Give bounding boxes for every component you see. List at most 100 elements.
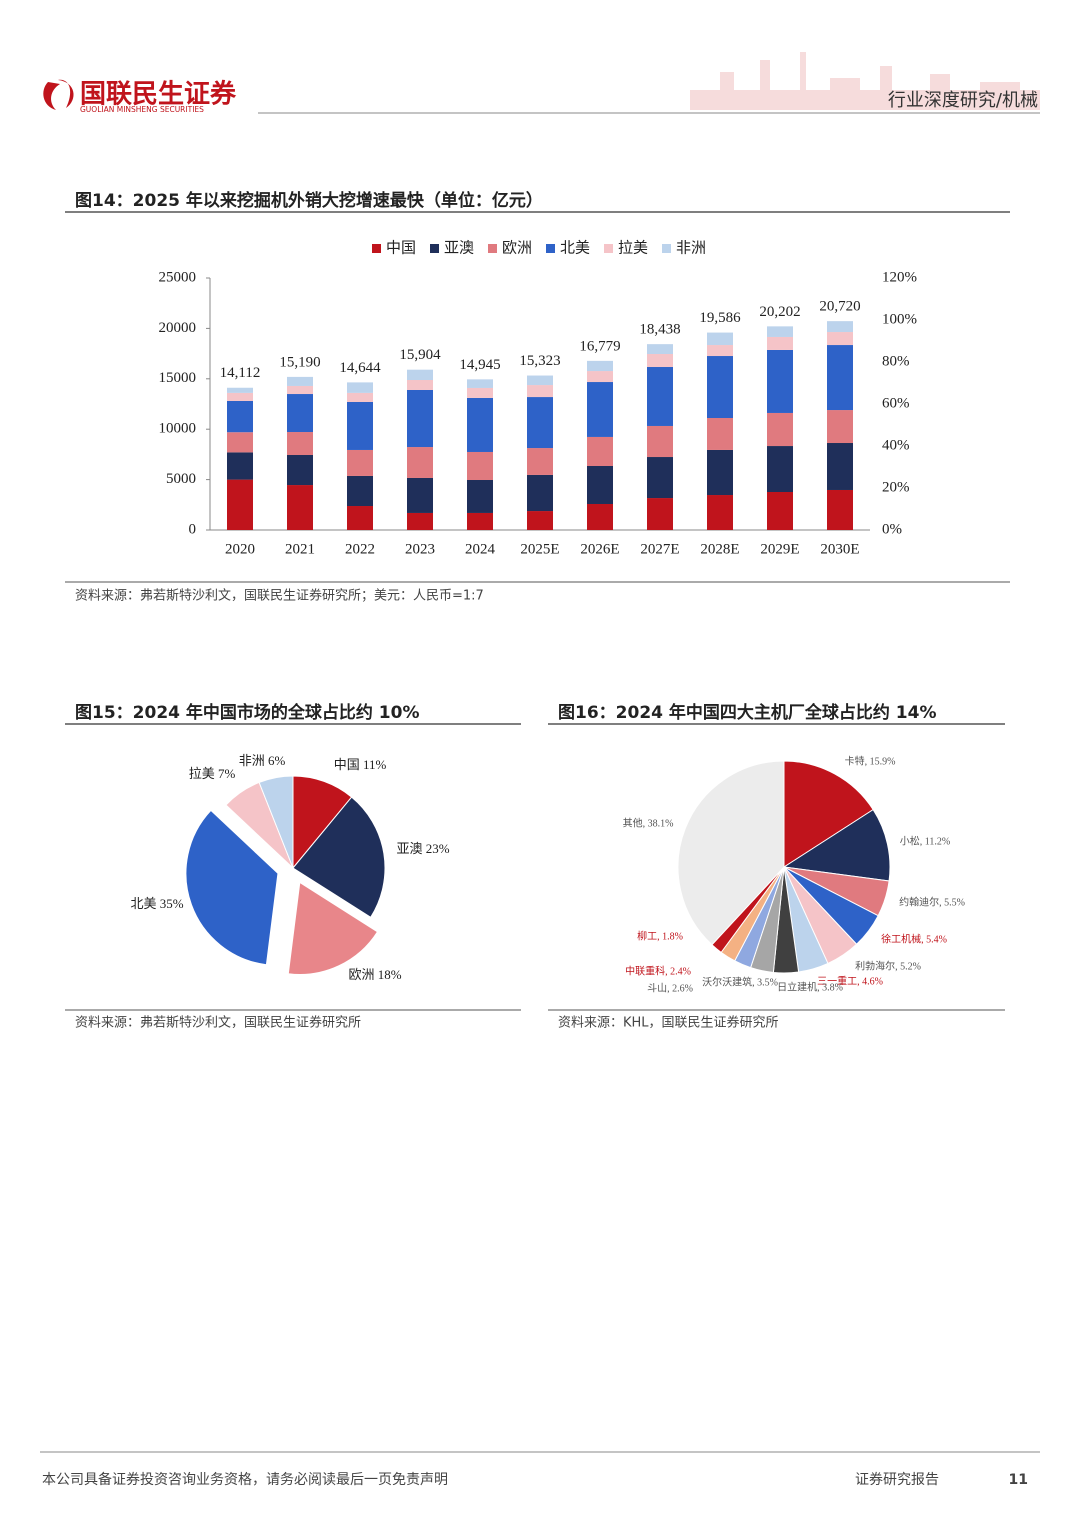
bar-segment bbox=[467, 387, 493, 398]
bar-segment bbox=[827, 332, 853, 346]
bar-segment bbox=[227, 452, 253, 480]
bar-segment bbox=[407, 380, 433, 390]
slice-label: 北美 35% bbox=[130, 896, 183, 911]
disclaimer: 本公司具备证券投资咨询业务资格，请务必阅读最后一页免责声明 bbox=[42, 1471, 448, 1488]
bar-segment bbox=[707, 356, 733, 419]
legend-swatch bbox=[604, 244, 613, 253]
bar-segment bbox=[827, 410, 853, 444]
bar-segment bbox=[227, 432, 253, 453]
source: 资料来源：弗若斯特沙利文，国联民生证券研究所 bbox=[75, 1015, 361, 1031]
bar-segment bbox=[527, 397, 553, 449]
y-tick-label: 0 bbox=[189, 521, 197, 537]
total-label: 14,945 bbox=[459, 357, 500, 373]
bar-segment bbox=[347, 449, 373, 476]
legend-swatch bbox=[488, 244, 497, 253]
bar-segment bbox=[827, 489, 853, 530]
pie-slice bbox=[258, 775, 294, 869]
legend-label: 非洲 bbox=[676, 239, 706, 256]
slice-label: 中联重科, 2.4% bbox=[625, 964, 691, 977]
bar-segment bbox=[587, 503, 613, 530]
bar-segment bbox=[347, 382, 373, 393]
bar-segment bbox=[527, 385, 553, 398]
bar-segment bbox=[767, 326, 793, 337]
total-label: 20,202 bbox=[759, 304, 800, 320]
slice-label: 斗山, 2.6% bbox=[647, 982, 693, 994]
bar-segment bbox=[647, 344, 673, 355]
bar-segment bbox=[767, 446, 793, 492]
bar-segment bbox=[767, 491, 793, 530]
y2-tick-label: 0% bbox=[882, 521, 902, 537]
bar-segment bbox=[407, 389, 433, 448]
skyline bbox=[690, 52, 1040, 110]
y-tick-label: 25000 bbox=[159, 269, 197, 285]
y2-tick-label: 120% bbox=[882, 269, 917, 285]
y2-tick-label: 20% bbox=[882, 479, 910, 495]
bar-segment bbox=[767, 336, 793, 350]
y2-tick-label: 60% bbox=[882, 395, 910, 411]
total-label: 18,438 bbox=[639, 322, 680, 338]
bar-segment bbox=[707, 495, 733, 530]
total-label: 16,779 bbox=[579, 338, 620, 354]
bar-segment bbox=[527, 375, 553, 386]
bar-segment bbox=[767, 349, 793, 413]
bar-segment bbox=[467, 480, 493, 513]
bar-segment bbox=[827, 345, 853, 411]
bar-segment bbox=[527, 474, 553, 512]
slice-label: 徐工机械, 5.4% bbox=[881, 932, 947, 945]
logo-en: GUOLIAN MINSHENG SECURITIES bbox=[80, 105, 204, 114]
slice-label: 非洲 6% bbox=[239, 753, 286, 768]
x-tick-label: 2029E bbox=[760, 541, 799, 557]
fig16-title: 图16：2024 年中国四大主机厂全球占比约 14% bbox=[558, 702, 937, 723]
total-label: 15,904 bbox=[399, 347, 441, 363]
legend-label: 拉美 bbox=[618, 239, 648, 256]
total-label: 19,586 bbox=[699, 310, 741, 326]
total-label: 14,644 bbox=[339, 360, 381, 376]
legend-swatch bbox=[662, 244, 671, 253]
bar-segment bbox=[527, 511, 553, 530]
slice-label: 其他, 38.1% bbox=[623, 816, 674, 829]
y2-tick-label: 100% bbox=[882, 311, 917, 327]
y2-tick-label: 40% bbox=[882, 437, 910, 453]
bar-segment bbox=[587, 382, 613, 437]
logo-mark bbox=[43, 79, 74, 110]
fig15-title: 图15：2024 年中国市场的全球占比约 10% bbox=[75, 702, 420, 723]
fig14-title: 图14：2025 年以来挖掘机外销大挖增速最快（单位：亿元） bbox=[75, 190, 543, 211]
x-tick-label: 2020 bbox=[225, 541, 255, 557]
bar-segment bbox=[587, 360, 613, 372]
bar-segment bbox=[707, 345, 733, 357]
legend-label: 欧洲 bbox=[502, 239, 532, 256]
y-tick-label: 10000 bbox=[159, 421, 197, 437]
bar-segment bbox=[767, 412, 793, 447]
slice-label: 三一重工, 4.6% bbox=[817, 974, 883, 987]
slice-label: 柳工, 1.8% bbox=[637, 929, 683, 942]
bar-segment bbox=[647, 367, 673, 426]
legend-label: 亚澳 bbox=[444, 239, 474, 256]
bar-segment bbox=[647, 457, 673, 499]
x-tick-label: 2027E bbox=[640, 541, 679, 557]
page-number: 11 bbox=[1009, 1472, 1028, 1488]
bar-segment bbox=[287, 376, 313, 386]
report-type: 证券研究报告 bbox=[855, 1472, 939, 1488]
bar-segment bbox=[467, 397, 493, 452]
bar-segment bbox=[287, 432, 313, 456]
bar-segment bbox=[587, 465, 613, 504]
pie-slice bbox=[782, 808, 891, 882]
slice-label: 日立建机, 3.8% bbox=[777, 980, 843, 993]
x-tick-label: 2024 bbox=[465, 541, 496, 557]
legend-swatch bbox=[430, 244, 439, 253]
bar-segment bbox=[467, 512, 493, 530]
bar-segment bbox=[347, 392, 373, 402]
bar-segment bbox=[287, 485, 313, 530]
bar-segment bbox=[467, 451, 493, 481]
bar-segment bbox=[227, 479, 253, 530]
bar-segment bbox=[827, 443, 853, 490]
bar-segment bbox=[707, 449, 733, 496]
slice-label: 亚澳 23% bbox=[396, 841, 449, 856]
legend-swatch bbox=[546, 244, 555, 253]
y2-tick-label: 80% bbox=[882, 353, 910, 369]
section: 行业深度研究/机械 bbox=[888, 90, 1038, 111]
slice-label: 约翰迪尔, 5.5% bbox=[899, 895, 965, 908]
slice-label: 欧洲 18% bbox=[348, 967, 401, 982]
slice-label: 小松, 11.2% bbox=[900, 834, 950, 847]
